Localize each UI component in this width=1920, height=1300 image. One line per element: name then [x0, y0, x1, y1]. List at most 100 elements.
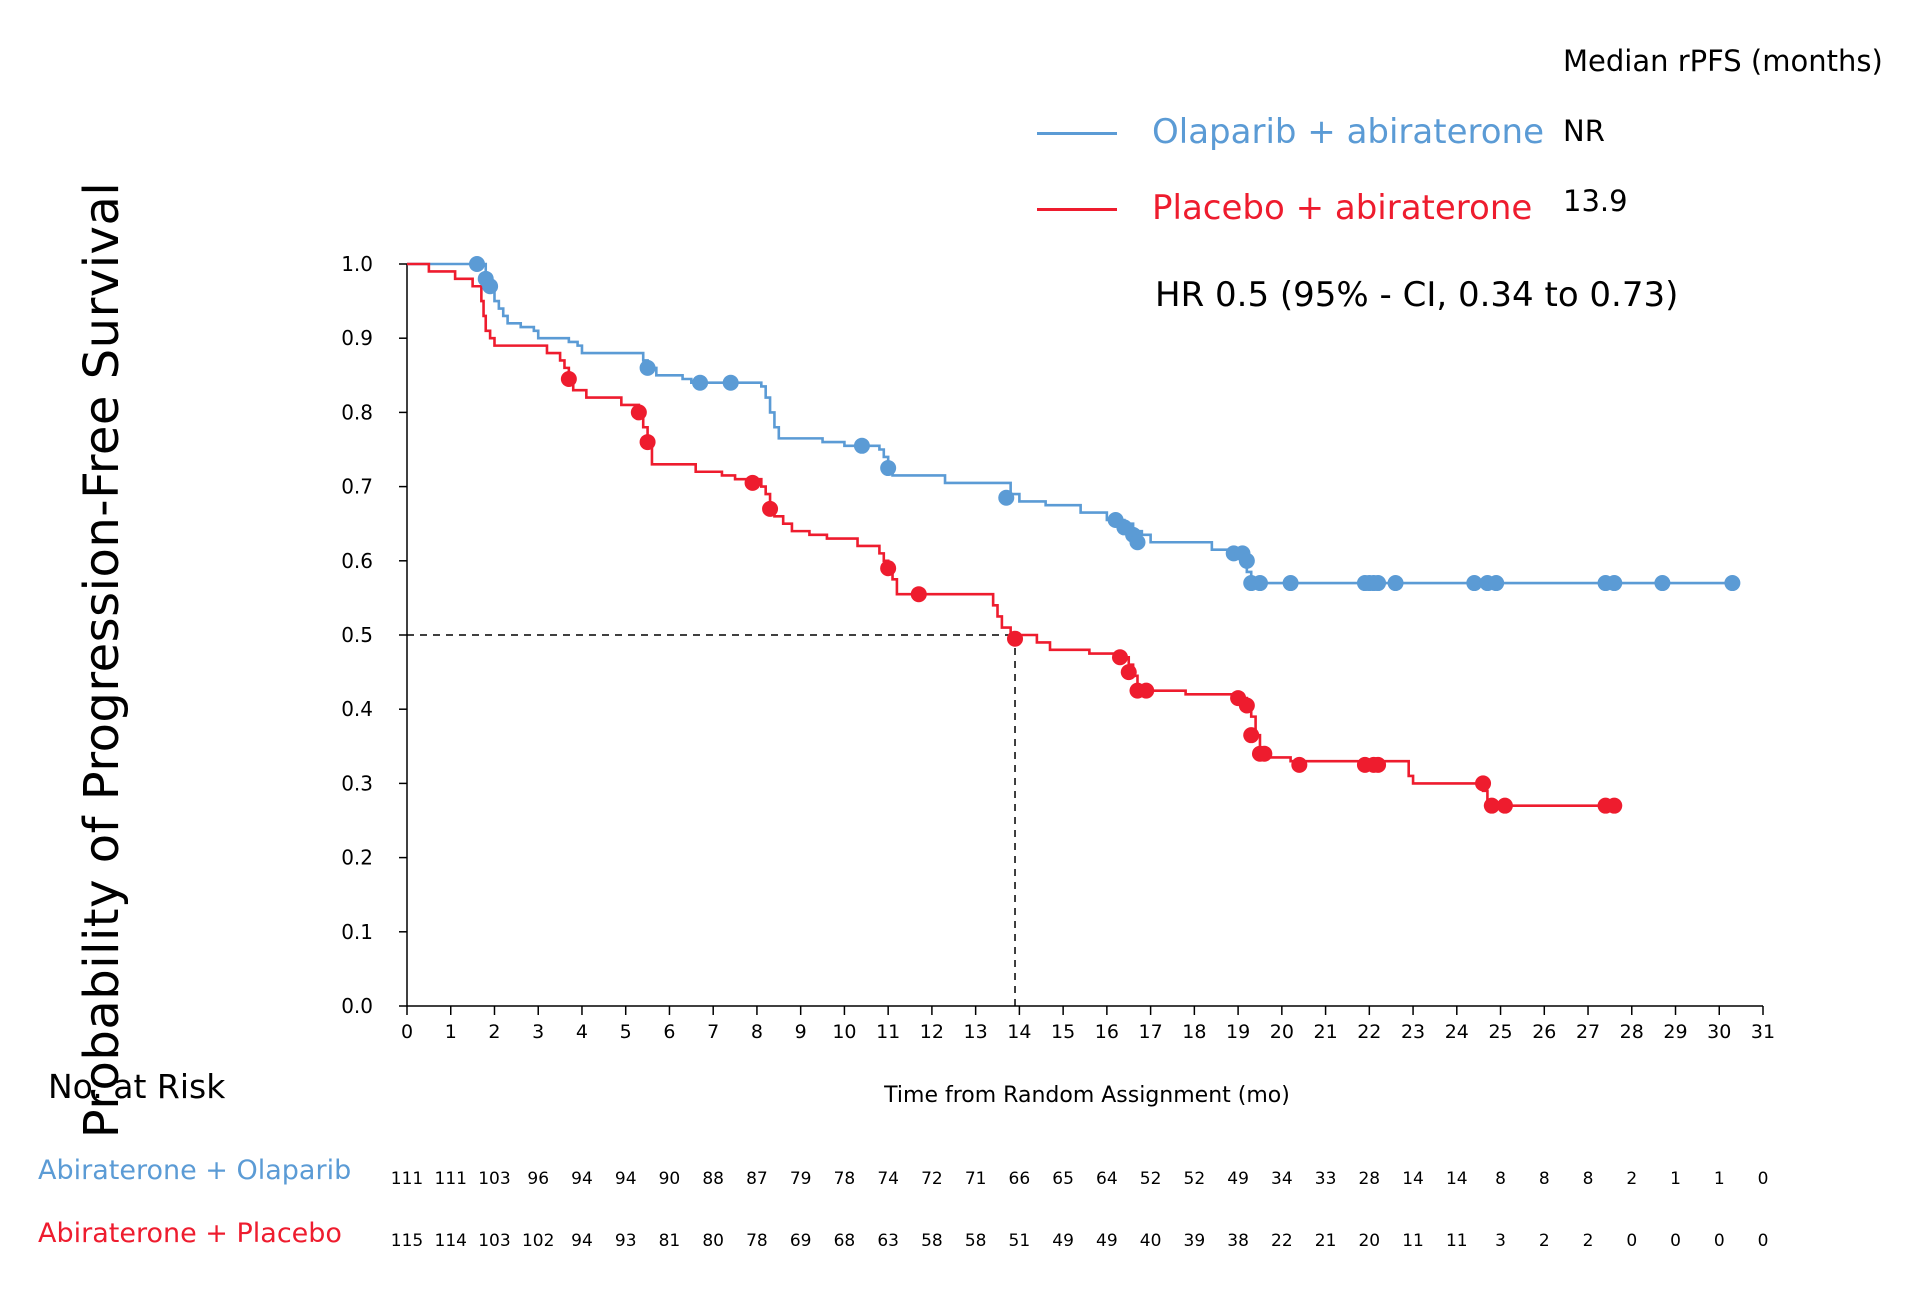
risk-count-placebo: 114	[434, 1231, 467, 1251]
risk-count-placebo: 21	[1314, 1231, 1337, 1251]
risk-count-olaparib: 96	[527, 1169, 550, 1189]
risk-count-placebo: 3	[1495, 1231, 1506, 1251]
x-tick-label: 19	[1226, 1021, 1250, 1043]
risk-count-olaparib: 2	[1626, 1169, 1638, 1189]
risk-count-olaparib: 111	[390, 1169, 424, 1189]
risk-count-olaparib: 111	[434, 1169, 467, 1189]
legend-median-placebo: 13.9	[1563, 184, 1628, 218]
risk-count-olaparib: 8	[1582, 1169, 1594, 1189]
x-tick-label: 8	[751, 1021, 763, 1043]
censor-marker-placebo	[560, 371, 577, 388]
censor-marker-olaparib	[1724, 575, 1741, 592]
censor-marker-placebo	[1475, 775, 1492, 792]
censor-marker-placebo	[744, 474, 761, 491]
risk-count-olaparib: 74	[877, 1169, 899, 1189]
censor-markers	[468, 256, 1741, 814]
risk-count-olaparib: 79	[789, 1169, 812, 1189]
risk-count-olaparib: 103	[478, 1169, 511, 1189]
x-tick-label: 12	[920, 1021, 944, 1043]
censor-marker-olaparib	[1251, 575, 1268, 592]
censor-marker-olaparib	[468, 256, 485, 272]
risk-count-olaparib: 0	[1757, 1169, 1769, 1189]
risk-count-olaparib: 14	[1402, 1169, 1424, 1189]
censor-marker-olaparib	[1654, 575, 1671, 592]
censor-marker-olaparib	[1488, 575, 1505, 592]
risk-count-placebo: 22	[1271, 1231, 1293, 1251]
risk-count-olaparib: 88	[702, 1169, 725, 1189]
x-tick-label: 10	[832, 1021, 856, 1043]
x-tick-label: 24	[1445, 1021, 1469, 1043]
y-tick-label: 1.0	[341, 252, 373, 276]
censor-marker-placebo	[639, 434, 656, 451]
x-tick-label: 14	[1007, 1021, 1031, 1043]
risk-label-placebo: Abiraterone + Placebo	[38, 1218, 342, 1249]
risk-count-placebo: 51	[1008, 1231, 1031, 1251]
x-tick-label: 29	[1663, 1021, 1687, 1043]
censor-marker-placebo	[1238, 697, 1255, 714]
risk-count-placebo: 94	[571, 1231, 593, 1251]
y-tick-label: 0.4	[341, 697, 373, 721]
y-tick-label: 0.8	[341, 400, 373, 424]
risk-count-placebo: 0	[1626, 1231, 1638, 1251]
censor-marker-placebo	[1138, 682, 1155, 699]
risk-count-placebo: 78	[746, 1231, 768, 1251]
risk-count-olaparib: 8	[1495, 1169, 1506, 1189]
risk-count-placebo: 20	[1358, 1231, 1381, 1251]
x-tick-label: 9	[795, 1021, 807, 1043]
legend-label-placebo: Placebo + abiraterone	[1152, 188, 1533, 228]
risk-count-placebo: 115	[390, 1231, 424, 1251]
x-tick-label: 27	[1576, 1021, 1600, 1043]
censor-marker-olaparib	[1370, 575, 1387, 592]
risk-count-olaparib: 33	[1314, 1169, 1337, 1189]
risk-table-title: No. at Risk	[48, 1067, 226, 1106]
risk-count-placebo: 58	[964, 1231, 987, 1251]
x-tick-label: 11	[876, 1021, 900, 1043]
censor-marker-placebo	[1256, 745, 1273, 762]
y-tick-label: 0.5	[341, 623, 373, 647]
survival-curves	[407, 262, 1733, 807]
risk-count-olaparib: 71	[964, 1169, 987, 1189]
y-tick-label: 0.2	[341, 846, 373, 870]
x-tick-label: 18	[1182, 1021, 1206, 1043]
risk-count-placebo: 93	[614, 1231, 637, 1251]
legend-median-olaparib: NR	[1563, 114, 1605, 148]
censor-marker-placebo	[1606, 797, 1623, 814]
y-tick-label: 0.0	[341, 994, 373, 1018]
risk-count-placebo: 40	[1139, 1231, 1162, 1251]
risk-count-placebo: 63	[877, 1231, 899, 1251]
x-tick-label: 28	[1620, 1021, 1644, 1043]
x-tick-label: 25	[1488, 1021, 1512, 1043]
censor-marker-placebo	[1370, 756, 1387, 773]
risk-count-olaparib: 52	[1183, 1169, 1206, 1189]
censor-marker-olaparib	[1238, 552, 1255, 569]
y-tick-label: 0.1	[341, 920, 373, 944]
risk-count-placebo: 11	[1445, 1231, 1468, 1251]
x-tick-label: 1	[445, 1021, 457, 1043]
x-tick-label: 7	[707, 1021, 719, 1043]
censor-marker-olaparib	[1282, 575, 1299, 592]
censor-marker-olaparib	[639, 359, 656, 376]
x-tick-label: 2	[488, 1021, 500, 1043]
y-tick-label: 0.6	[341, 549, 373, 573]
km-curve-placebo	[407, 262, 1610, 807]
risk-count-placebo: 58	[921, 1231, 943, 1251]
censor-marker-placebo	[1007, 630, 1024, 647]
risk-count-placebo: 0	[1757, 1231, 1769, 1251]
risk-count-olaparib: 8	[1538, 1169, 1550, 1189]
risk-label-olaparib: Abiraterone + Olaparib	[38, 1155, 352, 1186]
x-tick-label: 13	[964, 1021, 988, 1043]
risk-count-placebo: 2	[1582, 1231, 1594, 1251]
risk-count-placebo: 81	[658, 1231, 681, 1251]
x-tick-label: 5	[620, 1021, 632, 1043]
censor-marker-placebo	[1496, 797, 1513, 814]
risk-count-placebo: 2	[1538, 1231, 1550, 1251]
x-axis-title: Time from Random Assignment (mo)	[884, 1083, 1290, 1108]
x-tick-label: 21	[1313, 1021, 1337, 1043]
x-tick-label: 26	[1532, 1021, 1556, 1043]
risk-count-placebo: 0	[1713, 1231, 1725, 1251]
censor-marker-olaparib	[1466, 575, 1483, 592]
risk-count-placebo: 68	[833, 1231, 856, 1251]
censor-marker-olaparib	[853, 437, 870, 454]
y-tick-label: 0.7	[341, 475, 373, 499]
y-axis-title: Probability of Progression-Free Survival	[74, 181, 130, 1139]
